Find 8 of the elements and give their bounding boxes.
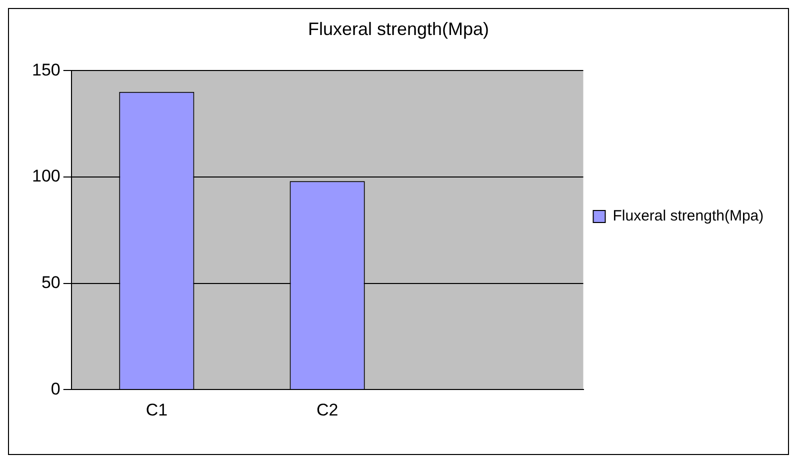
- y-tick-label: 50: [41, 272, 60, 292]
- y-tick-label: 100: [32, 166, 60, 186]
- x-tick-label: C2: [316, 400, 338, 420]
- y-tick-label: 150: [32, 60, 60, 80]
- x-tick-label: C1: [146, 400, 168, 420]
- legend-label: Fluxeral strength(Mpa): [612, 208, 764, 225]
- chart-title: Fluxeral strength(Mpa): [308, 18, 490, 39]
- y-tick-label: 0: [50, 379, 60, 398]
